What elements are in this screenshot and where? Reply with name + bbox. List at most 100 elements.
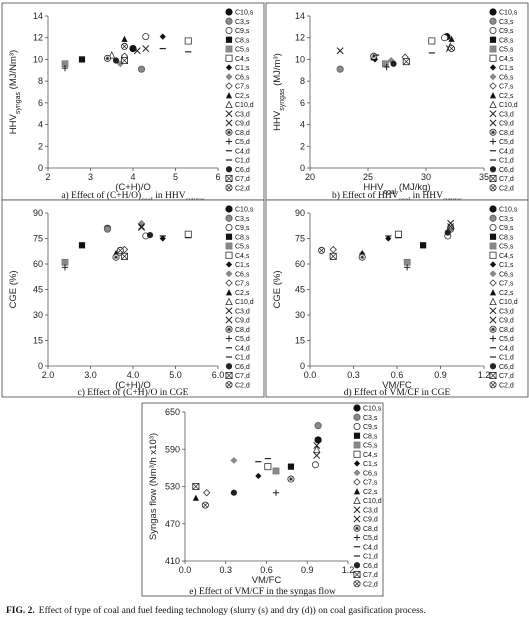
data-point-C8-s (287, 463, 295, 470)
data-point-C6-d (390, 60, 397, 67)
legend-marker-C9-s (225, 223, 233, 231)
legend-label: C8,s (235, 37, 250, 44)
legend-marker-C3-d (489, 307, 497, 315)
y-tick-label: 8 (300, 76, 305, 86)
legend-marker-C5-s (489, 45, 497, 53)
legend-marker-C6-d (225, 166, 233, 173)
legend-marker-C9-s (353, 422, 361, 430)
data-point-C8-s (420, 242, 427, 249)
y-tick-label: 4 (300, 120, 305, 130)
data-point-C7-d-inner (329, 253, 337, 260)
x-tick-label: 0.0 (179, 565, 192, 575)
legend-marker-C8-s (225, 36, 233, 43)
legend-label: C7,d (499, 176, 514, 183)
data-point-C5-d (61, 65, 69, 72)
y-axis-label-tail: (MJ/m³) (272, 53, 283, 88)
legend-marker-C8-s (225, 233, 233, 240)
legend-label: C1,d (235, 158, 250, 165)
x-axis-label-tail: (MJ/kg) (396, 182, 430, 193)
legend-marker-C5-d (489, 335, 497, 342)
legend-label: C6,s (499, 271, 514, 278)
legend-label: C10,s (499, 207, 518, 214)
legend-marker-C9-s (489, 26, 497, 34)
legend-label: C7,s (363, 480, 378, 487)
legend-label: C4,d (499, 345, 514, 352)
legend-marker-C1-s (489, 64, 497, 71)
legend-marker-C3-s (225, 214, 233, 222)
legend-label: C5,s (235, 47, 250, 54)
legend-label: C4,s (499, 56, 514, 63)
legend-label: C10,d (499, 299, 518, 306)
legend-marker-C2-d-inner (226, 185, 232, 191)
data-point-C6-d (444, 229, 451, 236)
x-tick-label: 3 (88, 172, 93, 182)
y-tick-label: 90 (33, 208, 43, 218)
legend-label: C9,s (499, 225, 514, 232)
legend-marker-C1-s (225, 261, 233, 268)
y-tick-label: 75 (33, 234, 43, 244)
legend-marker-C10-d (353, 496, 361, 505)
x-tick-label: 1.2 (478, 370, 491, 380)
legend-marker-C2-s (489, 289, 497, 296)
legend-label: C2,d (363, 581, 378, 588)
data-point-C4-s (428, 37, 436, 45)
legend-label: C5,s (363, 443, 378, 450)
legend-label: C4,s (235, 253, 250, 260)
legend-marker-C3-s (489, 17, 497, 25)
legend-marker-C6-d (489, 166, 497, 173)
y-tick-label: 8 (38, 76, 43, 86)
legend-label: C3,s (235, 216, 250, 223)
legend-marker-C9-s (489, 223, 497, 231)
data-point-C4-s (184, 230, 192, 238)
x-tick-label: 0.9 (301, 565, 314, 575)
legend-label: C6,s (235, 271, 250, 278)
legend-marker-C7-s (225, 82, 233, 90)
data-point-C8-d-inner (371, 54, 376, 59)
legend-label: C2,d (499, 382, 514, 389)
legend-label: C5,d (499, 139, 514, 146)
legend-label: C10,d (363, 498, 382, 505)
legend: C10,s C3,s C9,s C8,s C5,s C4,s C1,s C6,s C7,s C2,… (353, 404, 382, 588)
legend-marker-C5-d (489, 138, 497, 145)
legend-marker-C8-s (353, 432, 361, 439)
legend-marker-C9-d (489, 119, 497, 127)
legend-marker-C10-d (489, 297, 497, 306)
legend-marker-C2-d-inner (354, 581, 360, 587)
legend-label: C1,s (499, 262, 514, 269)
data-point-C7-d-inner (192, 483, 200, 490)
legend-label: C3,s (363, 415, 378, 422)
data-point-C3-d (142, 45, 150, 53)
legend-marker-C7-d-inner (489, 175, 497, 182)
legend-label: C2,s (235, 290, 250, 297)
y-axis-label: HHVsyngas (MJ/m³) (272, 53, 286, 131)
legend-label: C6,d (499, 167, 514, 174)
figure-caption-label: FIG. 2. (6, 606, 35, 616)
legend-label: C9,s (235, 225, 250, 232)
legend-label: C3,s (499, 216, 514, 223)
data-point-C2-d-inner (449, 46, 454, 52)
legend-marker-C5-d (225, 335, 233, 342)
legend-marker-C10-d (489, 100, 497, 108)
x-tick-label: 0.6 (391, 370, 404, 380)
legend-marker-C9-d (225, 316, 233, 324)
legend-label: C8,d (499, 130, 514, 137)
legend-label: C3,s (499, 19, 514, 26)
legend-label: C8,s (499, 37, 514, 44)
y-axis-label: HHVsyngas (MJ/Nm³) (8, 50, 22, 134)
x-tick-label: 0.9 (434, 370, 447, 380)
y-tick-label: 650 (165, 407, 180, 417)
x-tick-label: 25 (363, 172, 373, 182)
legend-label: C3,d (235, 111, 250, 118)
legend: C10,s C3,s C9,s C8,s C5,s C4,s C1,s C6,s C7,s C2,… (225, 205, 254, 389)
legend-marker-C1-s (489, 261, 497, 268)
legend-marker-C9-d (489, 316, 497, 324)
data-point-C1-s (255, 472, 262, 480)
legend-label: C6,d (235, 364, 250, 371)
legend-label: C2,s (235, 93, 250, 100)
legend-marker-C4-s (489, 251, 497, 259)
legend-label: C1,d (499, 158, 514, 165)
y-axis-label-sub: syngas (15, 91, 22, 114)
x-axis-label-sub: coal (383, 189, 396, 196)
legend-marker-C10-s (225, 205, 233, 213)
legend-label: C9,d (499, 121, 514, 128)
